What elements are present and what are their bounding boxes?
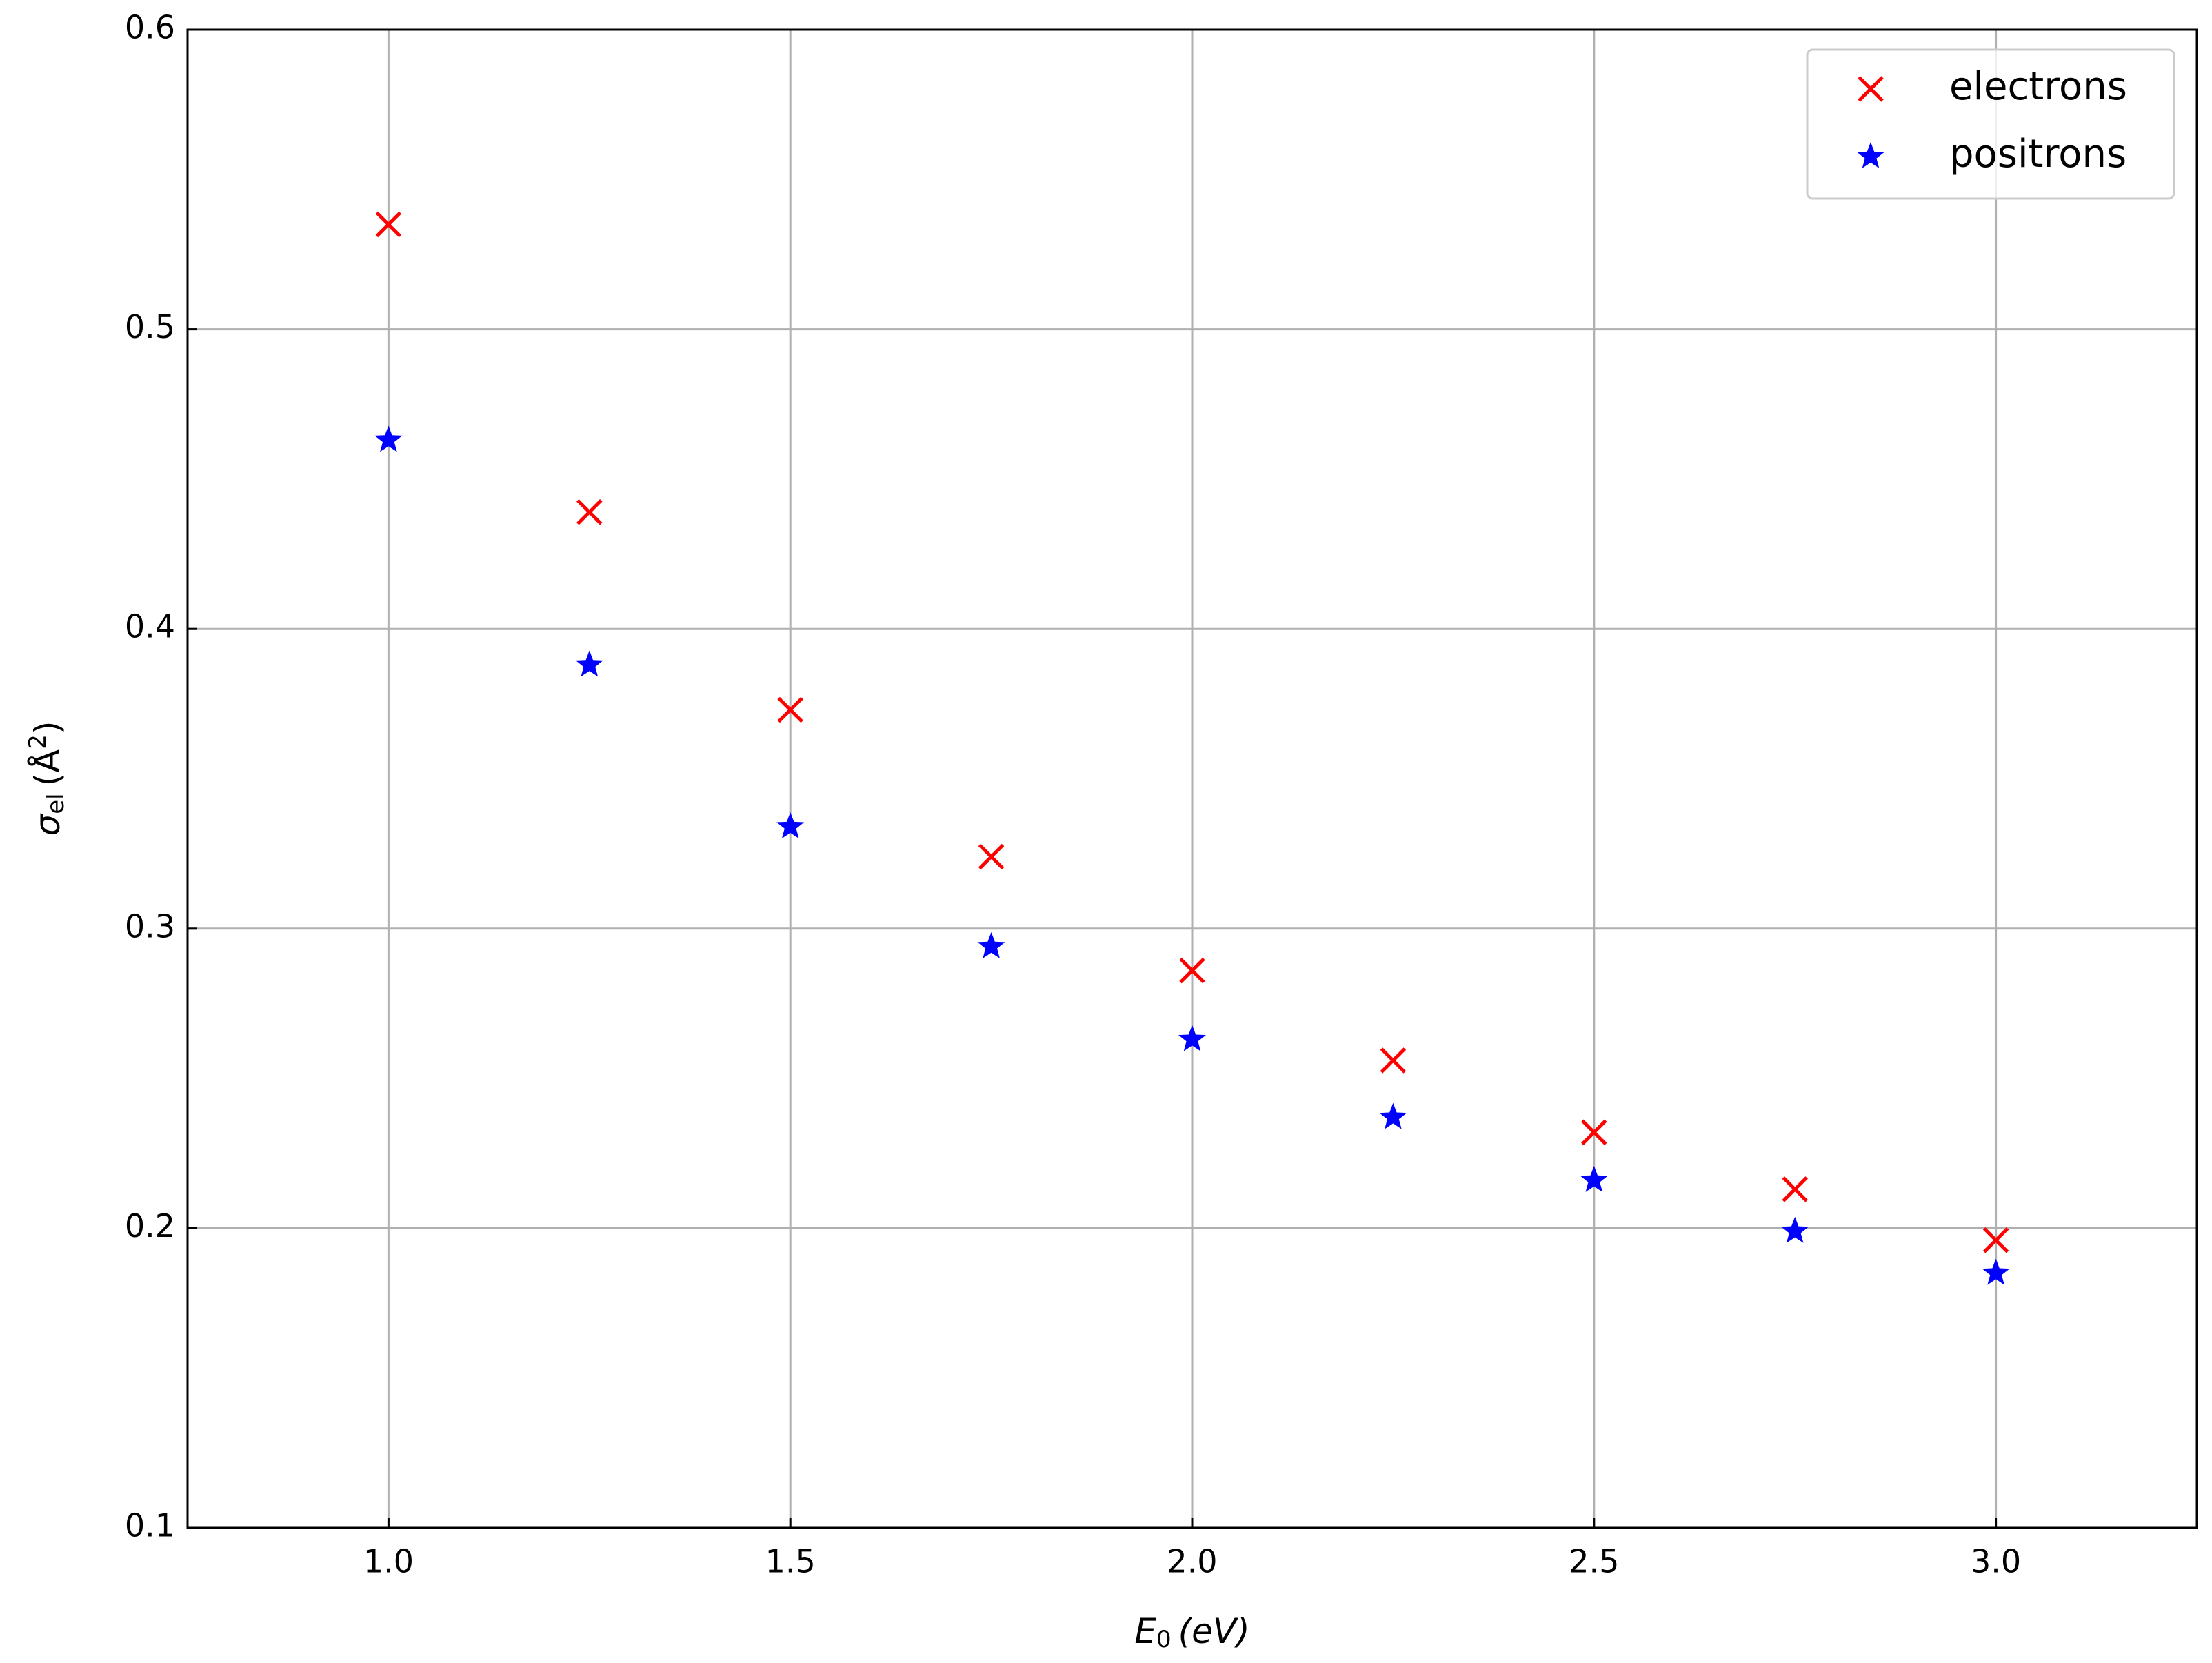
y-tick-label: 0.2 [125,1207,175,1244]
x-tick-label: 2.0 [1167,1543,1217,1580]
marker-star [1982,1258,2010,1285]
x-label-unit: (eV) [1178,1611,1250,1651]
legend-label: positrons [1949,132,2126,177]
x-label-main: E [1134,1611,1156,1651]
y-tick-label: 0.5 [125,308,175,345]
marker-star [1781,1216,1809,1243]
x-tick-label: 2.5 [1569,1543,1619,1580]
x-tick-label: 1.0 [363,1543,414,1580]
marker-x [978,843,1005,870]
y-tick-label: 0.1 [125,1507,175,1544]
marker-star [1580,1165,1608,1192]
x-label-sub: 0 [1156,1626,1172,1653]
marker-x [1179,957,1205,984]
marker-x [1982,1227,2009,1253]
y-axis-label: σel (Å2) [24,721,70,836]
marker-x [1858,76,1884,102]
y-tick-label: 0.6 [125,9,175,46]
legend-label: electrons [1949,64,2127,109]
marker-star [1178,1025,1206,1051]
y-label-main: σ [28,813,68,836]
marker-star [1857,142,1884,168]
marker-x [1782,1176,1808,1202]
y-tick-label: 0.3 [125,907,175,945]
marker-x [1581,1119,1607,1146]
marker-star [977,931,1005,958]
legend-box [1806,48,2175,200]
marker-star [1379,1102,1407,1129]
x-tick-label: 3.0 [1971,1543,2021,1580]
marker-star [374,425,403,452]
marker-x [576,498,603,525]
marker-x [777,696,803,723]
y-label-sup: 2 [24,734,52,749]
marker-star [575,650,603,677]
x-tick-label: 1.5 [765,1543,816,1580]
y-label-close: ) [28,721,68,735]
plot-frame [186,28,2198,1529]
y-label-unit: (Å [28,749,68,787]
y-tick-label: 0.4 [125,608,175,645]
marker-x [1380,1047,1407,1074]
x-axis-label: E0 (eV) [1134,1611,1249,1653]
marker-star [776,812,805,838]
marker-x [375,211,402,238]
y-label-sub: el [42,793,70,814]
